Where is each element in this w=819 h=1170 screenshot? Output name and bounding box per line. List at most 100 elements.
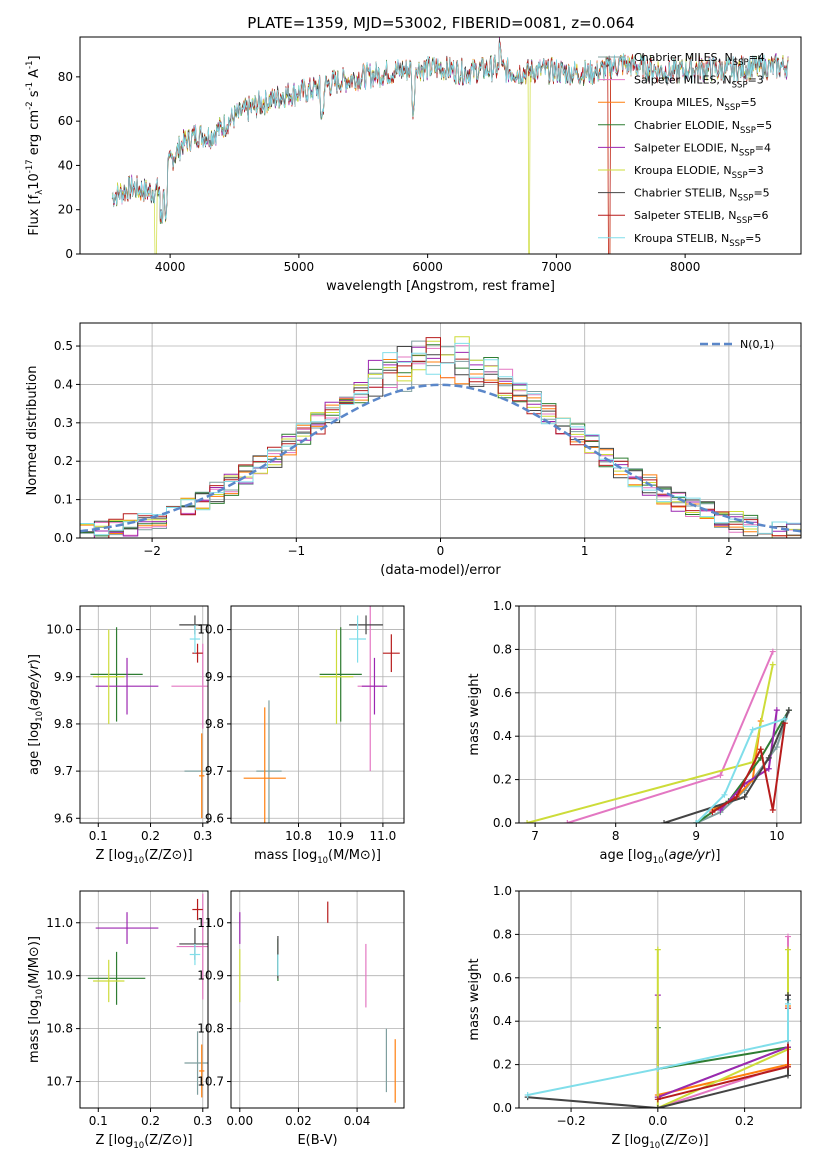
y-tick-label: 10.8: [46, 1022, 73, 1036]
x-tick-label: 0.3: [193, 1114, 212, 1128]
y-tick-label: 0.6: [493, 686, 512, 700]
y-tick-label: 0.8: [493, 927, 512, 941]
y-tick-label: 0.3: [54, 416, 73, 430]
y-tick-label: 9.8: [54, 717, 73, 731]
weight-marker-7: [733, 793, 740, 800]
weight-marker-4: [765, 765, 772, 772]
weight-marker-7: [769, 806, 776, 813]
weight-marker-1: [564, 820, 571, 823]
weight-line-4: [656, 995, 789, 1099]
histogram-8: [80, 342, 801, 536]
weight-marker-6: [661, 820, 668, 823]
legend-label-1: Salpeter MILES, NSSP=3: [634, 74, 764, 91]
y-tick-label: 0.2: [54, 454, 73, 468]
y-tick-label: 0.0: [54, 531, 73, 545]
weight-line-8: [527, 1003, 789, 1096]
weight-marker-8: [721, 791, 728, 798]
x-axis-label: Z [log10(Z/Z⊙)]: [611, 1133, 708, 1151]
legend-normal-label: N(0,1): [740, 338, 774, 351]
y-tick-label: 10.7: [197, 1075, 224, 1089]
x-tick-label: 10: [769, 829, 784, 843]
weight-marker-1: [784, 933, 791, 940]
y-axis-label: Normed distribution: [25, 366, 40, 496]
x-tick-label: 2: [725, 544, 733, 558]
y-tick-label: 0: [65, 247, 73, 261]
y-tick-label: 0.4: [493, 729, 512, 743]
spectrum-line-8: [111, 42, 789, 224]
plot-area: [243, 606, 400, 823]
axes-frame: [79, 36, 802, 255]
y-tick-label: 9.7: [54, 764, 73, 778]
chart-z-mass: 0.1 0.2 0.3 10.7 10.8 10.9 11.0 Z [log10(Z/Z⊙)]…: [27, 890, 212, 1151]
histogram-2: [80, 355, 801, 538]
x-axis-label: mass [log10(M/M⊙)]: [254, 848, 381, 866]
y-tick-label: 10.0: [197, 623, 224, 637]
y-axis-label: mass weight: [467, 673, 482, 755]
axes-frame: [79, 890, 209, 1109]
x-tick-label: −1: [287, 544, 305, 558]
y-tick-label: 10.9: [197, 969, 224, 983]
weight-marker-4: [773, 707, 780, 714]
chart-spectrum: 4000 5000 6000 7000 8000 0 20 40 60 80 wavelength …: [25, 36, 802, 294]
x-tick-label: 0.2: [735, 1114, 754, 1128]
plot-area: [87, 893, 208, 1098]
legend-label-5: Kroupa ELODIE, NSSP=3: [634, 164, 764, 181]
x-tick-label: 9: [692, 829, 700, 843]
weight-line-5: [656, 949, 789, 1108]
y-tick-label: 0.0: [493, 816, 512, 830]
weight-marker-6: [784, 1072, 791, 1079]
chart-mass-age: 10.8 10.9 11.0 9.6 9.7 9.8 9.9 10.0 mass [log10(…: [197, 605, 405, 866]
y-tick-label: 11.0: [197, 916, 224, 930]
x-tick-label: 10.9: [327, 829, 354, 843]
y-tick-label: 10.9: [46, 969, 73, 983]
chart-residuals: −2 −1 0 1 2 0.0 0.1 0.2 0.3 0.4 0.5 (data-model)/er…: [25, 322, 802, 578]
weight-marker-7: [709, 809, 716, 816]
weight-marker-0: [773, 744, 780, 751]
legend-label-7: Salpeter STELIB, NSSP=6: [634, 209, 769, 226]
y-tick-label: 0.5: [54, 339, 73, 353]
x-tick-label: 0.04: [344, 1114, 371, 1128]
chart-ebv-mass: 0.00 0.02 0.04 10.7 10.8 10.9 11.0 E(B-V): [197, 890, 405, 1148]
y-tick-label: 0.6: [493, 971, 512, 985]
legend-label-4: Salpeter ELODIE, NSSP=4: [634, 141, 771, 158]
weight-marker-8: [749, 726, 756, 733]
x-tick-label: 1: [581, 544, 589, 558]
weight-marker-1: [769, 648, 776, 655]
weight-marker-8: [784, 1000, 791, 1007]
y-tick-label: 0.1: [54, 493, 73, 507]
x-tick-label: 4000: [155, 260, 186, 274]
y-tick-label: 0.2: [493, 1058, 512, 1072]
legend-label-3: Chabrier ELODIE, NSSP=5: [634, 119, 772, 136]
x-tick-label: 5000: [284, 260, 315, 274]
axes-frame: [518, 605, 802, 824]
x-tick-label: 8: [612, 829, 620, 843]
weight-marker-6: [765, 754, 772, 761]
axes-frame: [79, 605, 209, 824]
y-tick-label: 80: [58, 70, 73, 84]
x-tick-label: 0.02: [285, 1114, 312, 1128]
x-tick-label: 0.2: [141, 829, 160, 843]
weight-marker-8: [784, 1037, 791, 1044]
y-tick-label: 1.0: [493, 599, 512, 613]
chart-age-weight: 7 8 9 10 0.0 0.2 0.4 0.6 0.8 1.0 age [log10(age/yr…: [467, 599, 802, 866]
x-tick-label: 0.1: [89, 1114, 108, 1128]
y-tick-label: 10.7: [46, 1075, 73, 1089]
plot-area: [90, 615, 208, 819]
weight-line-8: [695, 717, 786, 823]
x-tick-label: 6000: [412, 260, 443, 274]
x-axis-label: E(B-V): [297, 1133, 337, 1148]
y-tick-label: 10.8: [197, 1022, 224, 1036]
plot-area: [239, 901, 396, 1103]
y-tick-label: 0.4: [493, 1014, 512, 1028]
x-axis-label: wavelength [Angstrom, rest frame]: [326, 279, 555, 294]
weight-marker-7: [757, 746, 764, 753]
y-tick-label: 20: [58, 203, 73, 217]
x-axis-label: (data-model)/error: [380, 563, 501, 578]
x-tick-label: 0.00: [226, 1114, 253, 1128]
weight-marker-6: [741, 793, 748, 800]
plot-area: [80, 336, 801, 538]
legend-label-2: Kroupa MILES, NSSP=5: [634, 96, 757, 113]
weight-marker-6: [654, 1105, 661, 1108]
y-axis-label: age [log10(age/yr)]: [27, 654, 45, 775]
y-axis-label: Flux [fλ10-17 erg cm-2 s-1 A-1]: [25, 55, 45, 235]
